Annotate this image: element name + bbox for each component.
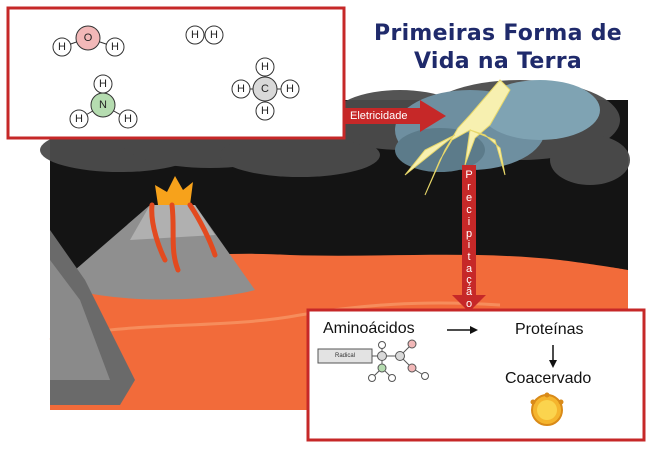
hydrogen-atom: H: [75, 113, 83, 125]
oxygen-atom: O: [84, 32, 93, 44]
methane-molecule: C H H H H: [231, 57, 300, 121]
arrow-right-icon: [470, 326, 478, 334]
hydrogen-atom: H: [111, 41, 119, 53]
molecule-box: [6, 6, 346, 140]
precipitation-letter: i: [467, 215, 471, 228]
water-molecule: O H H: [52, 25, 125, 57]
lightning-bolt: [404, 79, 511, 196]
precipitation-letter: i: [467, 239, 471, 252]
hydrogen-atom: H: [237, 83, 245, 95]
hydrogen-atom: H: [286, 83, 294, 95]
hydrogen-atom: H: [58, 41, 66, 53]
precipitation-letter: p: [465, 227, 473, 240]
precipitation-arrow: [452, 165, 486, 312]
precipitation-letter: r: [467, 180, 471, 193]
hydrogen-atom: H: [124, 113, 132, 125]
precipitation-letter: ã: [465, 286, 473, 299]
carbon-atom: C: [261, 83, 269, 95]
arrow-down-icon: [549, 360, 557, 368]
precipitation-letter: P: [465, 169, 473, 181]
hydrogen-atom: H: [191, 29, 199, 41]
title-line-2: Vida na Terra: [413, 49, 583, 74]
title-line-1: Primeiras Forma de: [374, 21, 622, 46]
precipitation-letter: e: [465, 192, 473, 205]
amino-acids-label: Aminoácidos: [323, 320, 415, 337]
page-title: Primeiras Forma de Vida na Terra: [352, 20, 644, 76]
hydrogen-atom: H: [261, 61, 269, 73]
radical-label: Radical: [334, 353, 355, 359]
electricity-label: Eletricidade: [350, 110, 408, 122]
hydrogen-molecule: H H: [185, 25, 224, 45]
precipitation-letter: o: [465, 297, 473, 310]
biomolecule-box: [306, 308, 646, 442]
precipitation-letter: ç: [466, 274, 472, 287]
ammonia-molecule: N H H H: [69, 74, 138, 129]
hydrogen-atom: H: [261, 105, 269, 117]
coacervate-icon: [530, 392, 564, 426]
electricity-arrow: [344, 100, 446, 132]
precipitation-letter: c: [466, 204, 472, 217]
precipitation-letter: a: [465, 262, 473, 275]
volcano-eruption: [155, 176, 193, 205]
coacervate-label: Coacervado: [505, 370, 592, 387]
proteins-label: Proteínas: [515, 321, 584, 338]
amino-acid-structure: [317, 339, 429, 382]
hydrogen-atom: H: [99, 78, 107, 90]
nitrogen-atom: N: [99, 99, 107, 111]
precipitation-letter: t: [467, 250, 471, 263]
hydrogen-atom: H: [210, 29, 218, 41]
